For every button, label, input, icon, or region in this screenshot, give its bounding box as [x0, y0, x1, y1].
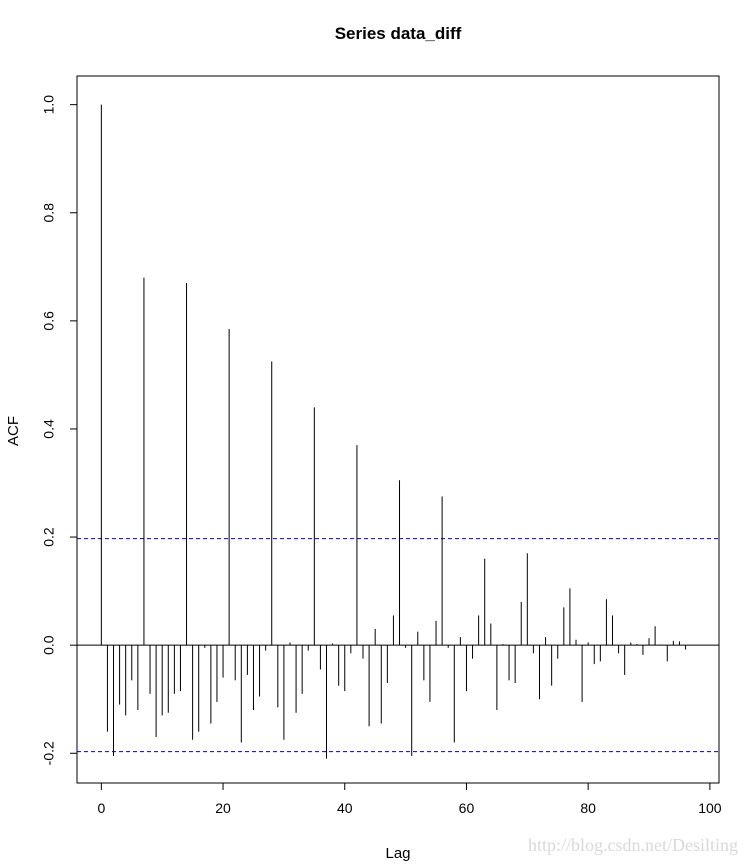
acf-bars	[100, 104, 687, 759]
y-tick-label: 0.4	[41, 419, 57, 439]
y-tick-label: 0.8	[41, 203, 57, 223]
y-tick-label: -0.2	[41, 741, 57, 765]
y-tick-label: 0.6	[41, 311, 57, 331]
y-axis-label: ACF	[5, 416, 22, 446]
x-tick-label: 0	[97, 800, 105, 816]
watermark: http://blog.csdn.net/Desilting	[528, 835, 738, 855]
x-tick-label: 60	[459, 800, 475, 816]
confidence-bounds	[77, 538, 719, 753]
chart-title: Series data_diff	[335, 24, 462, 43]
x-tick-label: 20	[215, 800, 231, 816]
plot-frame	[76, 75, 720, 784]
y-tick-label: 0.0	[41, 635, 57, 655]
x-tick-label: 100	[698, 800, 722, 816]
x-tick-label: 80	[580, 800, 596, 816]
x-tick-label: 40	[337, 800, 353, 816]
y-axis: -0.2 0.0 0.2 0.4 0.6 0.8 1.0	[41, 95, 78, 765]
y-tick-label: 1.0	[41, 95, 57, 115]
y-tick-label: 0.2	[41, 527, 57, 547]
x-axis: 0 20 40 60 80 100	[97, 782, 722, 816]
x-axis-label: Lag	[385, 845, 410, 862]
